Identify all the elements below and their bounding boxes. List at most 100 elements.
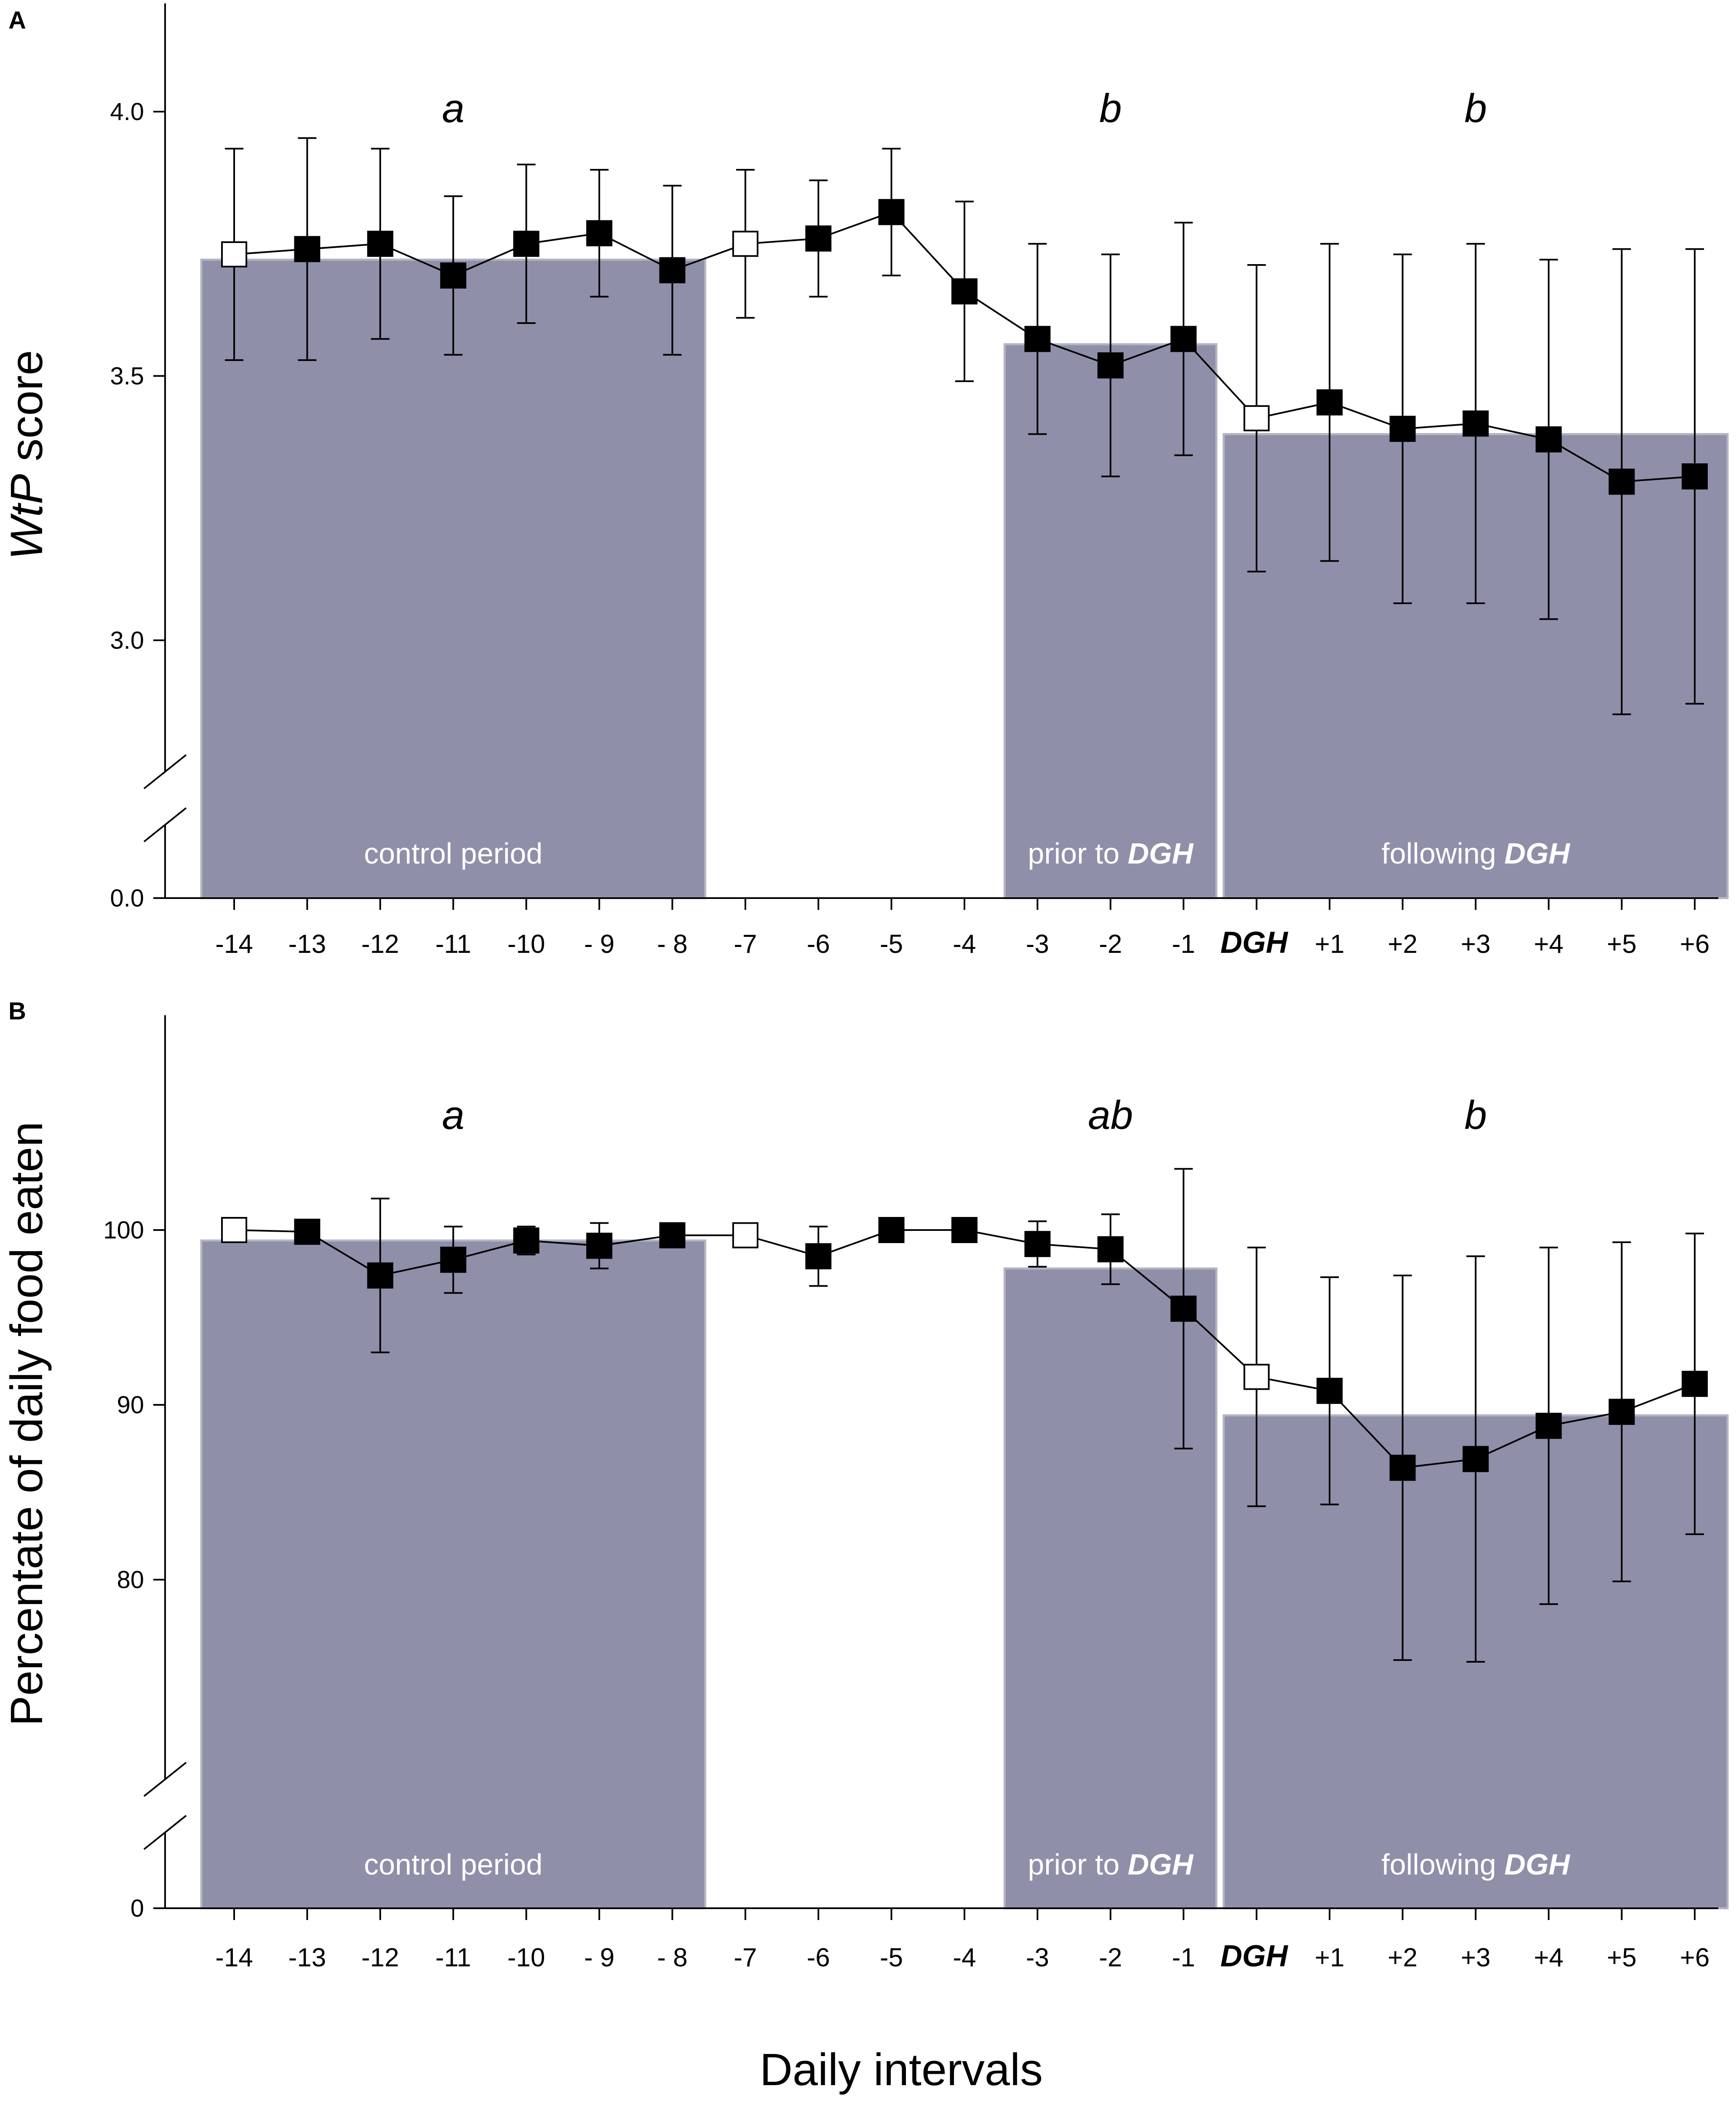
panel-b-data-point-17 bbox=[1462, 1446, 1489, 1472]
panel-a-x-tick-label-14: DGH bbox=[1221, 926, 1289, 960]
panel-b-x-tick-label-6: - 8 bbox=[657, 1943, 687, 1972]
panel-b-period-label-0: control period bbox=[364, 1848, 542, 1881]
panel-a-data-point-2 bbox=[367, 230, 393, 257]
panel-a-x-tick-label-10: -4 bbox=[953, 930, 976, 959]
panel-b-label: B bbox=[8, 998, 26, 1025]
panel-b-data-point-6 bbox=[659, 1222, 686, 1249]
panel-a-data-point-1 bbox=[294, 236, 320, 262]
panel-a-data-point-0 bbox=[221, 241, 247, 267]
panel-a-data-point-14 bbox=[1243, 405, 1270, 431]
panel-a-y-tick-label-2: 3.5 bbox=[110, 363, 144, 390]
panel-b-x-tick-label-3: -11 bbox=[435, 1943, 471, 1972]
panel-b-data-point-7 bbox=[732, 1222, 758, 1249]
panel-b-period-label-2: following DGH bbox=[1381, 1848, 1570, 1881]
panel-a-axis-break-mark-bottom bbox=[143, 807, 187, 842]
panel-b-data-point-12 bbox=[1097, 1236, 1124, 1262]
panel-a-data-point-7 bbox=[732, 230, 758, 257]
panel-b-data-point-15 bbox=[1317, 1377, 1343, 1404]
panel-b-x-tick-label-1: -13 bbox=[288, 1943, 326, 1972]
panel-a-y-tick-label-3: 4.0 bbox=[110, 98, 144, 126]
panel-b-data-point-16 bbox=[1389, 1455, 1416, 1481]
panel-a-x-tick-label-6: - 8 bbox=[657, 930, 687, 959]
panel-a-data-point-10 bbox=[951, 278, 978, 305]
panel-a-x-tick-label-0: -14 bbox=[215, 930, 253, 959]
panel-a-significance-letter-0: a bbox=[442, 86, 465, 131]
panel-a-data-point-15 bbox=[1317, 389, 1343, 416]
panel-b-data-point-3 bbox=[440, 1246, 467, 1273]
panel-b-y-tick-label-0: 0 bbox=[131, 1895, 144, 1922]
panel-a-x-tick-label-4: -10 bbox=[507, 930, 545, 959]
panel-a-data-point-16 bbox=[1389, 416, 1416, 442]
panel-b-x-tick-label-7: -7 bbox=[734, 1943, 757, 1972]
panel-b-axis-break-mark-bottom bbox=[143, 1815, 187, 1850]
panel-b-data-point-9 bbox=[878, 1217, 905, 1243]
panel-a-x-tick-label-18: +4 bbox=[1534, 930, 1564, 959]
panel-b-data-point-14 bbox=[1243, 1364, 1270, 1390]
panel-a-x-tick-label-16: +2 bbox=[1388, 930, 1418, 959]
panel-b-x-tick-label-9: -5 bbox=[880, 1943, 903, 1972]
panel-b-data-point-4 bbox=[513, 1227, 539, 1254]
panel-b-period-label-1: prior to DGH bbox=[1028, 1848, 1194, 1881]
panel-a-y-tick-label-1: 3.0 bbox=[110, 627, 144, 654]
panel-a-period-label-1: prior to DGH bbox=[1028, 837, 1194, 870]
panel-a-data-point-9 bbox=[878, 199, 905, 225]
panel-b-x-tick-label-8: -6 bbox=[807, 1943, 830, 1972]
panel-a-data-point-17 bbox=[1462, 410, 1489, 437]
panel-a-period-label-2: following DGH bbox=[1381, 837, 1570, 870]
panel-b-data-point-19 bbox=[1608, 1399, 1635, 1425]
panel-b-y-axis-title: Percentate of daily food eaten bbox=[1, 1121, 52, 1726]
panel-a-data-point-6 bbox=[659, 257, 686, 283]
panel-b-x-tick-label-20: +6 bbox=[1680, 1943, 1710, 1972]
panel-b-significance-letter-1: ab bbox=[1088, 1093, 1133, 1138]
panel-a-x-tick-label-5: - 9 bbox=[584, 930, 614, 959]
x-axis-title: Daily intervals bbox=[760, 2044, 1043, 2095]
panel-a-data-point-8 bbox=[805, 225, 832, 252]
panel-b-x-tick-label-16: +2 bbox=[1388, 1943, 1418, 1972]
panel-a-x-tick-label-8: -6 bbox=[807, 930, 830, 959]
panel-a-x-tick-label-2: -12 bbox=[361, 930, 399, 959]
panel-a-data-point-3 bbox=[440, 262, 467, 289]
panel-a-x-tick-label-17: +3 bbox=[1461, 930, 1490, 959]
panel-a-y-tick-label-0: 0.0 bbox=[110, 885, 144, 912]
panel-b-x-tick-label-12: -2 bbox=[1099, 1943, 1122, 1972]
panel-b-data-point-18 bbox=[1536, 1412, 1562, 1439]
panel-b-x-tick-label-4: -10 bbox=[507, 1943, 545, 1972]
panel-a-period-bar-0 bbox=[200, 258, 706, 899]
panel-b-x-tick-label-14: DGH bbox=[1221, 1939, 1289, 1973]
panel-b-data-point-10 bbox=[951, 1217, 978, 1243]
panel-a-data-point-12 bbox=[1097, 352, 1124, 379]
panel-a-x-tick-label-1: -13 bbox=[288, 930, 326, 959]
panel-a-data-point-13 bbox=[1170, 326, 1197, 352]
panel-b-x-tick-label-10: -4 bbox=[953, 1943, 976, 1972]
panel-b-y-tick-label-2: 90 bbox=[117, 1391, 144, 1419]
panel-a-x-tick-label-7: -7 bbox=[734, 930, 757, 959]
panel-b-data-point-11 bbox=[1024, 1231, 1051, 1257]
panel-a-significance-letter-2: b bbox=[1464, 86, 1487, 131]
panel-b-period-bar-1 bbox=[1003, 1267, 1218, 1909]
panel-b-data-point-2 bbox=[367, 1262, 393, 1289]
panel-a-x-tick-label-13: -1 bbox=[1172, 930, 1195, 959]
panel-a-data-point-20 bbox=[1682, 463, 1708, 489]
panel-a-x-tick-label-20: +6 bbox=[1680, 930, 1710, 959]
panel-a-significance-letter-1: b bbox=[1099, 86, 1122, 131]
panel-a-x-tick-label-3: -11 bbox=[435, 930, 471, 959]
panel-a-data-point-19 bbox=[1608, 468, 1635, 495]
panel-b-data-point-0 bbox=[221, 1217, 247, 1243]
panel-b-significance-letter-2: b bbox=[1464, 1093, 1487, 1138]
panel-b-x-tick-label-5: - 9 bbox=[584, 1943, 614, 1972]
panel-a-x-tick-label-12: -2 bbox=[1099, 930, 1122, 959]
panel-b-x-tick-label-2: -12 bbox=[361, 1943, 399, 1972]
panel-a-data-point-18 bbox=[1536, 426, 1562, 453]
panel-b-y-tick-label-3: 100 bbox=[103, 1217, 144, 1244]
panel-b-data-point-13 bbox=[1170, 1295, 1197, 1322]
panel-b-data-point-5 bbox=[586, 1233, 612, 1259]
panel-b-x-tick-label-0: -14 bbox=[215, 1943, 253, 1972]
panel-a-data-point-5 bbox=[586, 220, 612, 246]
panel-b-period-bar-0 bbox=[200, 1239, 706, 1909]
panel-a-data-point-11 bbox=[1024, 326, 1051, 352]
panel-b-significance-letter-0: a bbox=[442, 1093, 465, 1138]
panel-a-label: A bbox=[8, 7, 26, 34]
panel-a-x-tick-label-19: +5 bbox=[1607, 930, 1637, 959]
panel-b-data-point-8 bbox=[805, 1243, 832, 1270]
